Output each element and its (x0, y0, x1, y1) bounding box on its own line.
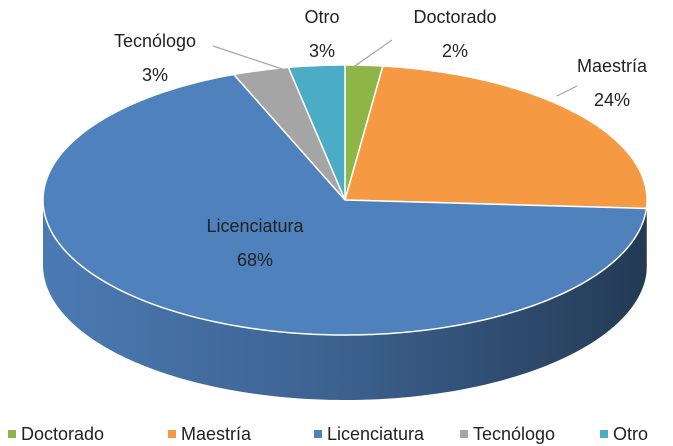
data-label-name: Tecnólogo (114, 31, 196, 51)
legend-label: Doctorado (21, 424, 104, 444)
data-label: 3% (142, 65, 168, 85)
leader-line (556, 85, 578, 97)
legend-label: Maestría (181, 424, 252, 444)
slice-side-shade (646, 200, 647, 274)
legend-swatch (600, 430, 608, 438)
slice (344, 65, 648, 210)
slice (42, 73, 648, 336)
data-label: 24% (594, 90, 630, 110)
slice (232, 66, 346, 201)
data-label: 68% (237, 250, 273, 270)
legend-label: Otro (613, 424, 648, 444)
leader-line (212, 45, 286, 71)
slice-side-shade (43, 200, 647, 400)
data-label-name: Otro (304, 7, 339, 27)
legend-swatch (460, 430, 468, 438)
data-label-name: Licenciatura (206, 216, 304, 236)
data-label: 3% (309, 41, 335, 61)
legend-swatch (168, 430, 176, 438)
slice (287, 64, 346, 201)
legend-swatch (8, 430, 16, 438)
data-label-name: Doctorado (413, 7, 496, 27)
data-label: 2% (442, 41, 468, 61)
legend-label: Licenciatura (327, 424, 425, 444)
leader-line (351, 39, 393, 69)
legend-swatch (314, 430, 322, 438)
legend-label: Tecnólogo (473, 424, 555, 444)
data-label-name: Maestría (577, 56, 648, 76)
